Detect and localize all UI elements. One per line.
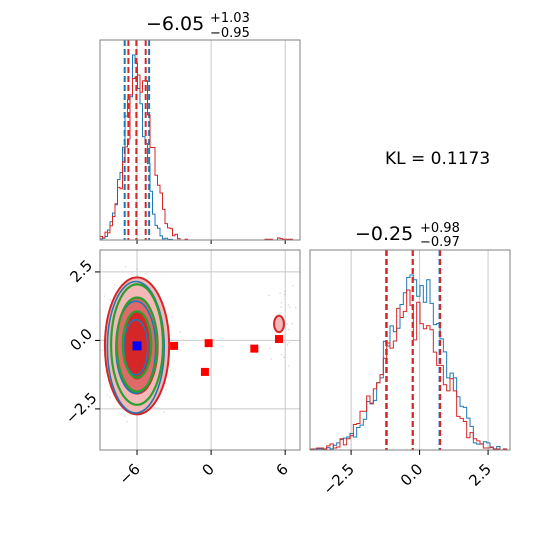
right-hist-red xyxy=(309,289,510,451)
joint-sample-point xyxy=(165,388,167,391)
joint-sample-point xyxy=(103,295,106,298)
marginal-y-title: −0.25 xyxy=(355,223,413,245)
joint-x-tick-label: −6 xyxy=(115,460,143,488)
red-square-marker xyxy=(200,367,209,376)
joint-frame xyxy=(99,249,301,451)
joint-sample-point xyxy=(109,299,112,301)
joint-y-tick-label: 2.5 xyxy=(66,256,96,286)
right-x-tick-label: 0.0 xyxy=(397,460,427,490)
joint-sample-point xyxy=(280,353,283,356)
joint-sample-point xyxy=(136,268,139,270)
joint-x-tick-label: 0 xyxy=(198,460,217,479)
marginal-x-panel: −6.05 +1.03 −0.95 xyxy=(99,11,301,244)
joint-sample-point xyxy=(268,347,271,350)
joint-sample-point xyxy=(286,344,289,346)
joint-contour-green-0 xyxy=(110,283,165,406)
joint-sample-point xyxy=(286,323,288,325)
joint-sample-point xyxy=(288,328,290,331)
joint-sample-point xyxy=(106,394,108,397)
joint-sample-point xyxy=(153,406,156,408)
red-square-marker xyxy=(250,344,259,353)
joint-sample-point xyxy=(270,358,273,361)
blue-square-marker xyxy=(132,341,142,351)
joint-sample-point xyxy=(144,272,147,275)
marginal-y-title-sup: +0.98 xyxy=(420,221,460,236)
right-x-tick-label: 2.5 xyxy=(465,460,495,490)
marginal-x-title-sup: +1.03 xyxy=(210,11,250,26)
joint-sample-point xyxy=(109,396,111,399)
joint-sample-point xyxy=(288,365,290,367)
joint-y-tick-label: −2.5 xyxy=(62,389,100,427)
joint-panel: −6 0 6 2.5 0.0 −2.5 xyxy=(62,249,301,488)
red-square-marker xyxy=(170,341,179,350)
joint-contour-outlier xyxy=(273,314,285,334)
joint-sample-point xyxy=(291,322,294,325)
joint-sample-point xyxy=(124,415,126,417)
joint-sample-point xyxy=(179,331,182,333)
joint-sample-point xyxy=(288,306,291,308)
joint-sample-point xyxy=(113,284,116,286)
joint-sample-point xyxy=(287,304,290,306)
joint-x-tick-label: 6 xyxy=(273,460,292,479)
joint-contour-green-1 xyxy=(115,296,159,393)
joint-sample-point xyxy=(100,349,103,352)
marginal-y-frame xyxy=(309,249,511,451)
marginal-y-title-sub: −0.97 xyxy=(420,235,460,250)
kl-annotation: KL = 0.1173 xyxy=(385,149,490,169)
joint-y-tick-label: 0.0 xyxy=(66,325,96,355)
joint-contour-green-2 xyxy=(121,310,153,379)
right-hist-blue xyxy=(310,274,510,451)
joint-sample-point xyxy=(283,356,285,358)
top-hist-blue xyxy=(99,54,300,241)
joint-sample-point xyxy=(284,290,287,293)
joint-sample-point xyxy=(162,411,165,413)
marginal-x-title-sub: −0.95 xyxy=(210,26,250,41)
joint-sample-point xyxy=(280,301,283,304)
joint-sample-point xyxy=(124,265,127,268)
marginal-x-frame xyxy=(99,39,301,241)
joint-sample-point xyxy=(283,293,286,296)
marginal-x-title: −6.05 xyxy=(146,13,204,35)
red-square-marker xyxy=(275,335,284,344)
joint-sample-point xyxy=(179,348,182,351)
joint-sample-point xyxy=(136,274,139,276)
top-hist-red xyxy=(99,74,300,241)
joint-sample-point xyxy=(171,316,173,318)
joint-sample-point xyxy=(280,306,282,308)
joint-sample-point xyxy=(291,284,294,287)
joint-sample-point xyxy=(268,294,270,297)
joint-contour-blue-0 xyxy=(106,280,165,414)
joint-sample-point xyxy=(294,306,297,309)
joint-sample-point xyxy=(169,368,172,371)
joint-sample-point xyxy=(126,420,128,423)
joint-sample-point xyxy=(279,292,281,295)
red-square-marker xyxy=(204,339,213,348)
right-x-tick-label: −2.5 xyxy=(319,460,357,498)
joint-sample-point xyxy=(288,341,290,344)
marginal-y-panel: −2.5 0.0 2.5 −0.25 +0.98 −0.97 xyxy=(309,221,511,499)
